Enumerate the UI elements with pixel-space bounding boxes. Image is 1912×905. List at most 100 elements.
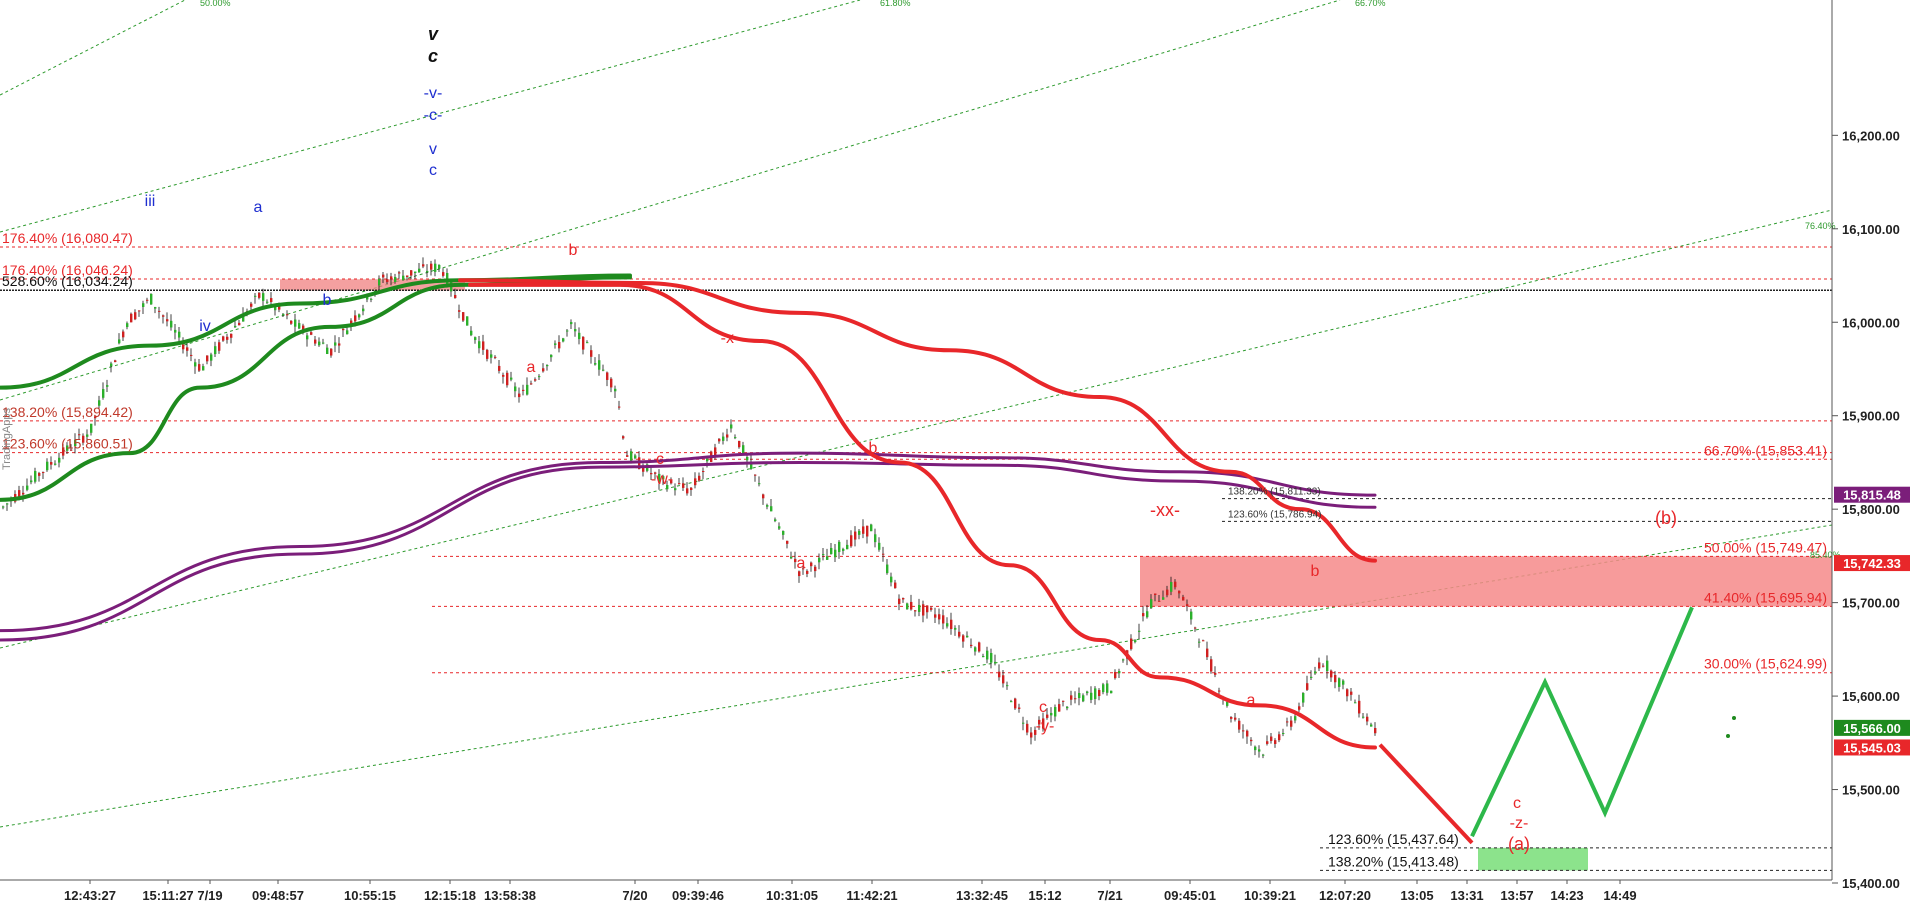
candle-body [318, 341, 321, 346]
candle-body [674, 488, 677, 491]
candle-body [606, 372, 609, 380]
candle-body [358, 314, 361, 318]
candle-body [1118, 670, 1121, 674]
candle-body [686, 488, 689, 494]
candle-body [34, 471, 37, 482]
candle-body [938, 614, 941, 620]
candle-body [306, 335, 309, 340]
candle-body [1278, 734, 1281, 741]
wave-label: v [429, 141, 437, 158]
candle-body [314, 339, 317, 344]
candle-body [146, 299, 149, 301]
annotation-labels: 50.00% 61.80% 66.70% 76.40% 85.40% 176.40% (1… [1, 0, 1841, 869]
candle-body [242, 313, 245, 322]
candle-body [986, 650, 989, 660]
candle-body [858, 530, 861, 535]
price-badge [1834, 739, 1910, 756]
candle-body [886, 564, 889, 574]
candle-body [998, 671, 1001, 678]
candle-body [766, 505, 769, 507]
candle-body [414, 271, 417, 273]
candle-body [574, 329, 577, 332]
candle-body [86, 434, 89, 437]
fan-label: 50.00% [200, 0, 231, 8]
candle-body [26, 485, 29, 490]
candle-body [226, 336, 229, 340]
candle-body [354, 315, 357, 322]
candle-body [74, 439, 77, 447]
y-tick-label: 15,500.00 [1842, 783, 1900, 798]
candle-body [1298, 706, 1301, 710]
price-badge [1834, 555, 1910, 572]
candle-body [62, 447, 65, 456]
candle-body [1026, 723, 1029, 733]
x-tick-label: 12:15:18 [424, 888, 476, 903]
candle-body [582, 336, 585, 350]
price-badge-label: 15,545.03 [1843, 740, 1901, 755]
fib-level-label: 66.70% (15,853.41) [1704, 442, 1827, 458]
candle-body [894, 582, 897, 589]
candle-body [106, 385, 109, 387]
candle-body [1374, 728, 1377, 734]
candle-body [1114, 672, 1117, 679]
wave-label: b [323, 292, 332, 309]
candle-body [1262, 754, 1265, 756]
candle-body [1062, 700, 1065, 702]
candle-body [478, 341, 481, 349]
candle-body [1306, 683, 1309, 690]
candle-body [882, 553, 885, 555]
candle-body [434, 263, 437, 272]
x-tick-label: 13:58:38 [484, 888, 536, 903]
fib-level-label: 176.40% (16,080.47) [2, 230, 133, 246]
candle-body [1238, 720, 1241, 730]
x-tick-label: 09:48:57 [252, 888, 304, 903]
candle-body [290, 320, 293, 324]
candle-body [1206, 648, 1209, 658]
x-tick-label: 14:49 [1603, 888, 1636, 903]
candle-body [262, 293, 265, 301]
candle-body [1146, 611, 1149, 618]
candle-body [634, 455, 637, 459]
candle-body [734, 437, 737, 439]
candle-body [1046, 714, 1049, 718]
candle-body [22, 492, 25, 495]
candle-body [486, 349, 489, 359]
candle-body [1010, 701, 1013, 703]
candle-body [458, 310, 461, 312]
candle-body [370, 298, 373, 300]
candle-body [142, 303, 145, 307]
wave-label: c [656, 451, 664, 468]
candle-body [350, 320, 353, 324]
price-badge [1834, 486, 1910, 503]
candle-body [914, 610, 917, 612]
candle-body [942, 615, 945, 624]
candle-body [1054, 707, 1057, 717]
candle-body [798, 571, 801, 577]
wave-label: a [797, 555, 806, 572]
candle-body [594, 363, 597, 365]
candle-body [38, 473, 41, 476]
fan-line [0, 0, 1341, 401]
candle-body [1138, 630, 1141, 632]
candle-body [322, 342, 325, 344]
candle-body [694, 478, 697, 486]
candle-body [602, 369, 605, 371]
candle-body [158, 310, 161, 312]
candle-body [690, 487, 693, 491]
wave-label: -c- [424, 107, 443, 124]
candle-body [1174, 581, 1177, 588]
candle-body [1154, 593, 1157, 595]
candle-body [862, 526, 865, 534]
marker-dot [1732, 716, 1736, 720]
candle-body [1282, 732, 1285, 734]
candle-body [586, 342, 589, 344]
candle-body [698, 475, 701, 481]
candle-body [274, 306, 277, 311]
candle-body [342, 328, 345, 331]
candle-body [298, 323, 301, 329]
candle-body [1042, 718, 1045, 729]
candle-body [786, 540, 789, 544]
candle-body [90, 423, 93, 433]
moving-average-line [468, 282, 1377, 750]
candle-body [98, 400, 101, 406]
